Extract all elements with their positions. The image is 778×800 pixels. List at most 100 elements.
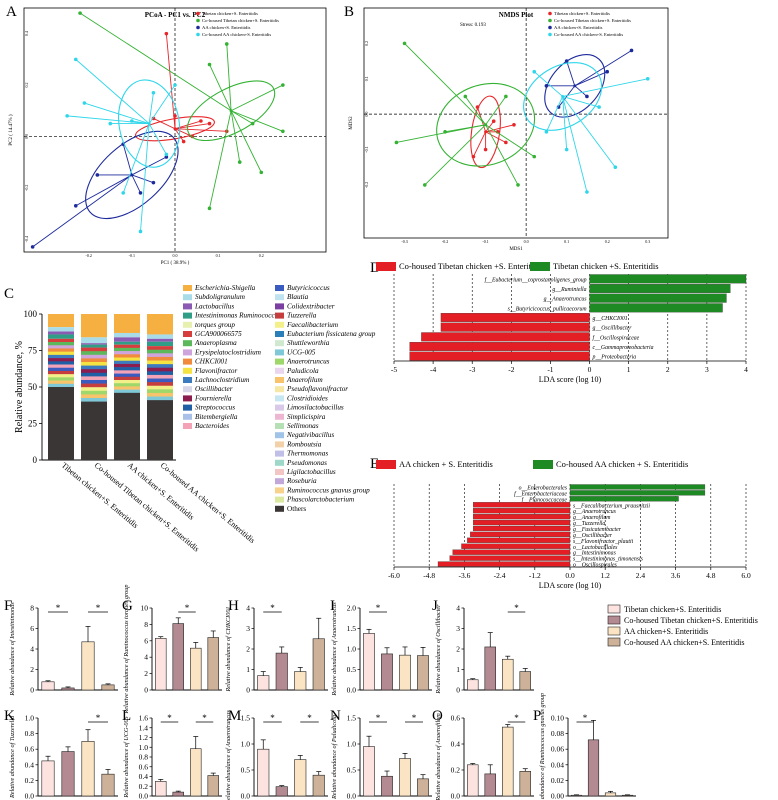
legend-swatch — [275, 285, 284, 291]
data-point — [82, 101, 87, 105]
lda-bar — [589, 293, 727, 303]
legend-label: Clostridioides — [287, 394, 328, 402]
y-tick-label: 0 — [246, 686, 250, 695]
y-axis-label: Relative abundance of Ruminococcus gnavu… — [539, 693, 546, 800]
stacked-bar-segment — [114, 357, 140, 362]
x-tick-label: 2.4 — [636, 571, 646, 580]
x-tick-label: 6.0 — [741, 571, 751, 580]
legend-label: Tibetan chicken+S. Enteritidis — [554, 11, 610, 16]
legend-swatch — [183, 303, 192, 310]
x-tick-label: -0.2 — [86, 253, 92, 258]
stacked-bar-segment — [81, 351, 107, 356]
data-point — [394, 140, 399, 145]
panel-letter: F — [4, 598, 12, 614]
data-point — [491, 119, 496, 124]
bar — [604, 792, 617, 797]
y-tick-label: 0.6 — [25, 745, 35, 754]
bar — [81, 741, 95, 797]
y-axis-label: Relative abundance of Oscillibacter — [435, 604, 442, 695]
y-tick-label: 0.2 — [24, 83, 29, 88]
x-tick-label: 0.1 — [216, 253, 221, 258]
stacked-bar-segment — [114, 341, 140, 345]
legend-swatch — [183, 395, 192, 402]
stacked-bar-segment — [114, 386, 140, 390]
stacked-bar-segment — [48, 345, 74, 349]
x-tick-label: 0.0 — [173, 253, 178, 258]
legend-label: AA chicken + S. Enteritidis — [399, 459, 493, 469]
stacked-bar-segment — [147, 338, 173, 342]
bar — [484, 773, 496, 797]
confidence-ellipse — [544, 54, 606, 118]
legend-swatch — [275, 349, 284, 356]
data-point — [402, 41, 407, 46]
panel-letter: D — [370, 260, 381, 276]
spider-line — [545, 96, 564, 133]
stacked-bar-segment — [147, 382, 173, 387]
y-tick-label: 1.0 — [25, 714, 35, 723]
stacked-bar-segment — [81, 394, 107, 399]
lda-bar — [461, 543, 571, 549]
spider-line — [32, 174, 133, 248]
legend-swatch — [275, 340, 284, 347]
stacked-bar-segment — [48, 377, 74, 381]
stacked-bar-segment — [114, 379, 140, 384]
y-tick-label: 2 — [246, 645, 250, 654]
lda-bar — [449, 555, 571, 561]
significance-star: * — [56, 603, 61, 613]
spider-line — [574, 50, 632, 87]
data-point — [73, 57, 78, 62]
legend-label: Tuzzerella — [287, 312, 317, 320]
y-tick-label: 0.0 — [451, 792, 461, 800]
feature-label: s__Flavonifractor_plautii — [573, 538, 634, 545]
spider-line — [131, 156, 167, 176]
stacked-bar-segment — [114, 332, 140, 338]
y-tick-label: 6 — [144, 636, 148, 645]
centroid-point — [484, 130, 488, 134]
legend-swatch — [533, 460, 553, 469]
y-tick-label: 0.06 — [551, 745, 564, 754]
x-axis-label: PC1 ( 38.9% ) — [161, 261, 190, 266]
y-axis-label: Relative abundance of Intestinimonas — [9, 602, 16, 697]
x-tick-label: 0.1 — [564, 239, 569, 244]
data-point — [585, 94, 589, 99]
feature-label: s__Butyricicoccus_pullicaecorum — [508, 306, 587, 312]
stacked-bar-segment — [48, 383, 74, 388]
spider-line — [75, 59, 150, 124]
y-tick-label: 4 — [30, 645, 34, 654]
y-tick-label: 0.8 — [25, 729, 35, 738]
legend-swatch — [275, 469, 284, 475]
y-tick-label: 8 — [30, 604, 34, 613]
data-point — [164, 31, 169, 36]
stacked-bar-segment — [147, 349, 173, 354]
stress-label: Stress: 0.193 — [460, 23, 486, 28]
legend-swatch — [275, 321, 284, 328]
significance-star: * — [376, 603, 381, 613]
legend-swatch — [275, 377, 284, 383]
bar — [621, 794, 634, 797]
x-tick-label: 1.2 — [601, 571, 611, 580]
lda-bar — [589, 303, 723, 313]
legend-swatch — [183, 285, 192, 291]
y-tick-label: 8 — [144, 620, 148, 629]
stacked-bar-segment — [81, 354, 107, 359]
legend-label: Tibetan chicken+S. Enteritidis — [624, 605, 721, 614]
y-tick-label: 0 — [456, 686, 460, 695]
stacked-bar-segment — [114, 360, 140, 365]
stacked-bar-segment — [81, 344, 107, 348]
data-point — [151, 90, 156, 95]
data-point — [512, 122, 516, 127]
x-axis-label: LDA score (log 10) — [539, 581, 602, 590]
legend-swatch — [607, 626, 621, 636]
legend-label: Co-housed Tibetan chicken +S. Enteritidi… — [399, 261, 543, 271]
stacked-bar-segment — [147, 374, 173, 379]
centroid-point — [229, 109, 233, 113]
legend-label: Roseburia — [286, 477, 317, 485]
y-axis-label: Relative abundance of Tuzzerella — [9, 716, 16, 799]
data-point — [65, 114, 69, 118]
x-tick-label: 0.3 — [645, 239, 650, 244]
panel-letter: J — [432, 598, 438, 614]
legend-label: Co-housed AA chicken+S. Enteritidis — [202, 32, 271, 37]
spider-line — [562, 96, 616, 168]
stacked-bar-segment — [114, 367, 140, 371]
data-point — [585, 190, 589, 194]
